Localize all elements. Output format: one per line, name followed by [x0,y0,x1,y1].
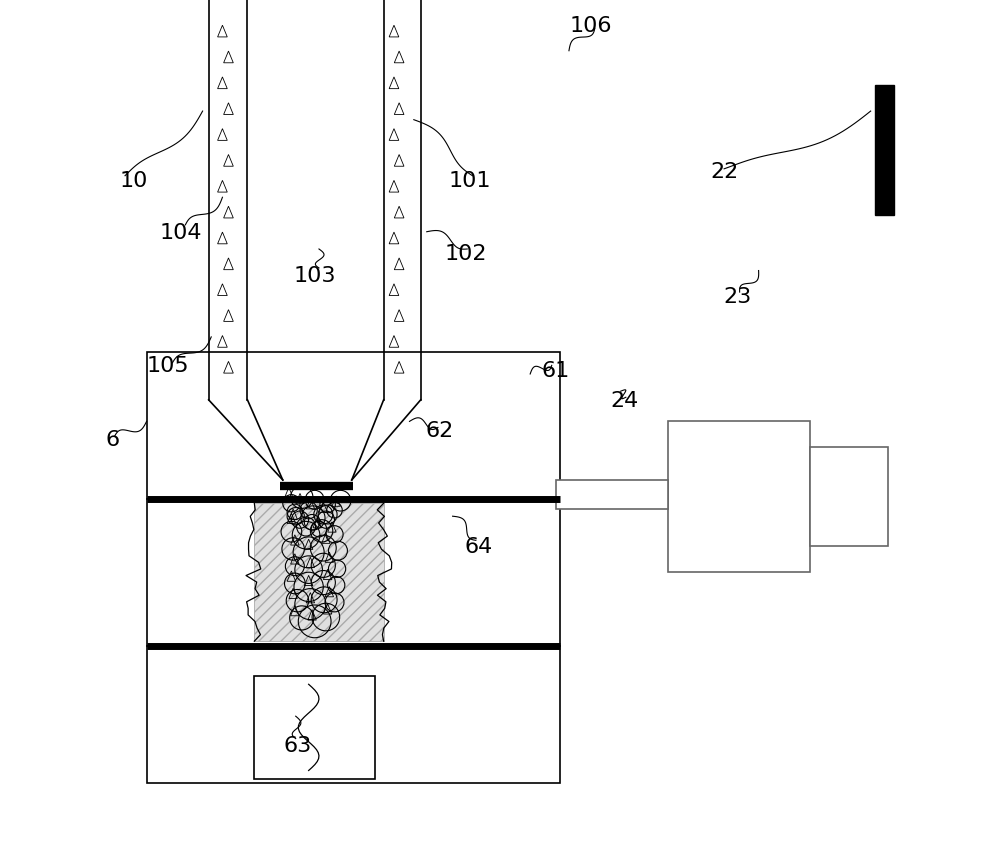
Text: 23: 23 [723,287,751,307]
Text: 62: 62 [426,420,454,441]
Text: 64: 64 [464,536,493,557]
Text: 63: 63 [283,734,312,755]
Bar [147,646,560,784]
Text: 22: 22 [710,162,738,183]
Bar [668,422,810,573]
Bar [147,499,560,646]
Text: 103: 103 [293,265,336,286]
Bar [254,504,384,641]
Text: 102: 102 [444,244,487,264]
Bar [147,353,560,499]
Text: 104: 104 [160,222,202,243]
Text: 106: 106 [569,15,612,36]
Text: 61: 61 [542,360,570,381]
Text: 101: 101 [449,170,491,191]
Text: 10: 10 [119,170,148,191]
Text: 105: 105 [147,356,189,376]
Bar [875,86,894,215]
Bar [254,676,375,779]
Bar [810,448,888,547]
Text: 6: 6 [105,429,119,449]
Text: 24: 24 [611,390,639,411]
Bar [556,480,668,510]
